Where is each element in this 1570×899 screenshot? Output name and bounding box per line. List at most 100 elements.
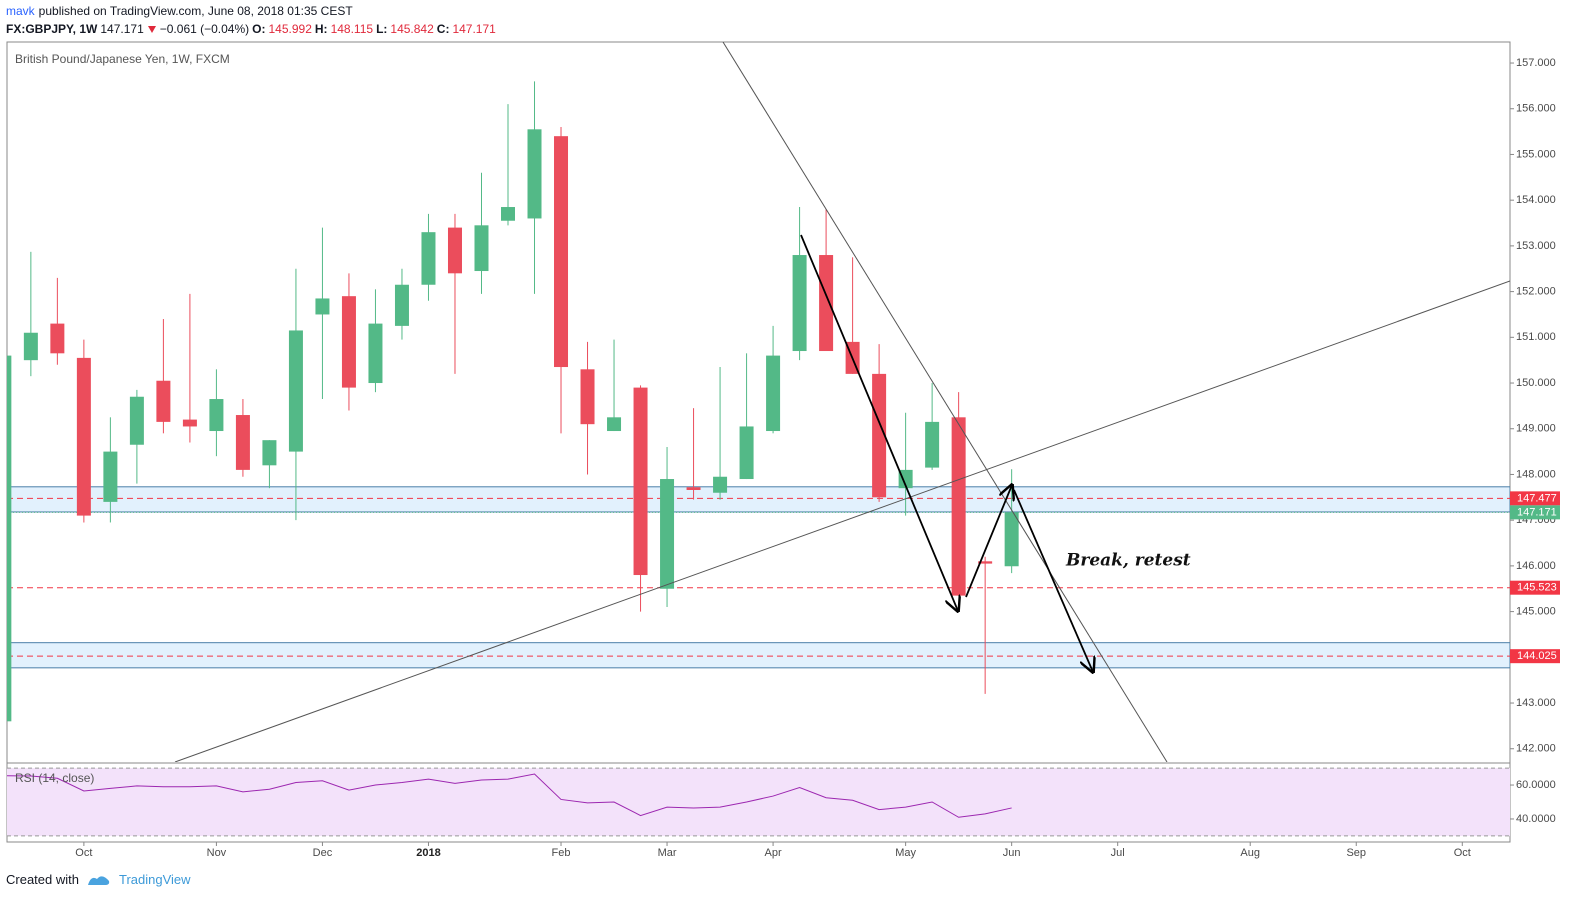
candle-body xyxy=(76,357,91,516)
down-icon xyxy=(147,26,156,33)
candle-body xyxy=(792,255,807,352)
candle-body xyxy=(421,232,436,285)
y-tick-label: 153.000 xyxy=(1516,240,1556,252)
y-tick-label: 157.000 xyxy=(1516,57,1556,69)
y-tick-label: 143.000 xyxy=(1516,697,1556,709)
x-tick-label: Mar xyxy=(658,847,677,859)
candle-body xyxy=(182,419,197,427)
arrow xyxy=(1013,489,1093,672)
candle-body xyxy=(288,330,303,452)
candle-body xyxy=(103,451,118,502)
y-tick-label: 156.000 xyxy=(1516,103,1556,115)
c: 147.171 xyxy=(452,22,496,36)
candle-body xyxy=(235,415,250,470)
candle-body xyxy=(660,479,675,589)
annotation: Break, retest xyxy=(1065,551,1191,571)
candle-body xyxy=(368,323,383,384)
rsi-line xyxy=(7,773,1012,818)
y-tick-label: 151.000 xyxy=(1516,331,1556,343)
trend-line xyxy=(174,280,1510,762)
o-label: O: xyxy=(252,22,266,36)
footer: Created with TradingView xyxy=(6,872,191,887)
x-tick-label: Feb xyxy=(552,847,571,859)
candle-body xyxy=(819,255,834,352)
candle-body xyxy=(925,421,940,468)
price-label-bg xyxy=(1510,491,1560,506)
candle-body xyxy=(766,355,781,432)
candle-body xyxy=(23,332,38,361)
candle-body xyxy=(713,476,728,493)
y-tick-label: 152.000 xyxy=(1516,286,1556,298)
last-price-label: 147.171 xyxy=(1517,506,1557,518)
candle-body xyxy=(129,396,144,445)
candle-body xyxy=(1004,512,1019,567)
price-label: 147.477 xyxy=(1517,492,1557,504)
l-label: L: xyxy=(376,22,388,36)
last-price-bg xyxy=(1510,505,1560,520)
header-line-1: mavk published on TradingView.com, June … xyxy=(6,4,353,18)
rsi-label: RSI (14, close) xyxy=(15,771,94,785)
symbol: FX:GBPJPY, 1W xyxy=(6,22,98,36)
chart-title: British Pound/Japanese Yen, 1W, FXCM xyxy=(15,52,230,66)
candle-body xyxy=(501,207,515,221)
created: Created with xyxy=(6,872,79,887)
candle-body xyxy=(394,284,409,326)
author[interactable]: mavk xyxy=(6,4,35,18)
candle-body xyxy=(554,136,569,368)
brand[interactable]: TradingView xyxy=(118,872,191,887)
x-tick-label: Apr xyxy=(765,847,782,859)
arrow xyxy=(800,234,958,611)
header-line-2: FX:GBPJPY, 1W 147.171 −0.061 (−0.04%) O:… xyxy=(6,22,496,36)
price-label: 145.523 xyxy=(1517,582,1557,594)
x-tick-label: Dec xyxy=(313,847,333,859)
zone xyxy=(7,486,1510,513)
candle-body xyxy=(898,469,913,489)
x-tick-label: Aug xyxy=(1240,847,1260,859)
candle-body xyxy=(315,298,330,315)
x-tick-label: Nov xyxy=(207,847,227,859)
x-tick-label: Sep xyxy=(1346,847,1366,859)
zone xyxy=(7,642,1510,669)
frame xyxy=(6,41,1511,843)
change: −0.061 (−0.04%) xyxy=(159,22,250,36)
candle-body xyxy=(580,369,595,425)
y-tick-label: 154.000 xyxy=(1516,194,1556,206)
h-label: H: xyxy=(314,22,328,36)
last: 147.171 xyxy=(100,22,144,36)
y-tick-label: 60.0000 xyxy=(1516,779,1556,791)
price-label: 144.025 xyxy=(1517,650,1557,662)
logo xyxy=(87,875,110,885)
price-label-bg xyxy=(1510,580,1560,595)
candle-body xyxy=(262,440,277,466)
candle-body xyxy=(447,227,462,274)
drawings xyxy=(174,42,1510,762)
chart: British Pound/Japanese Yen, 1W, FXCM RSI… xyxy=(6,41,1560,859)
trend-line xyxy=(722,42,1168,762)
candle-body xyxy=(341,296,356,388)
candle-body xyxy=(978,561,993,564)
x-tick-label: Jun xyxy=(1003,847,1021,859)
x-tick-label: May xyxy=(895,847,916,859)
candle-body xyxy=(50,323,65,354)
candle-body xyxy=(209,399,224,432)
x-tick-label: 2018 xyxy=(416,847,440,859)
candle-body xyxy=(7,355,12,722)
y-tick-label: 142.000 xyxy=(1516,743,1556,755)
candle-body xyxy=(527,129,542,219)
candle-body xyxy=(951,417,966,596)
published: published on TradingView.com, June 08, 2… xyxy=(38,4,353,18)
x-tick-label: Jul xyxy=(1111,847,1125,859)
rsi-band xyxy=(7,768,1510,836)
h: 148.115 xyxy=(330,22,374,36)
y-tick-label: 150.000 xyxy=(1516,377,1556,389)
y-tick-label: 155.000 xyxy=(1516,148,1556,160)
x-tick-label: Oct xyxy=(1454,847,1471,859)
candle-body xyxy=(633,387,648,576)
candle-body xyxy=(872,373,887,498)
y-tick-label: 145.000 xyxy=(1516,606,1556,618)
o: 145.992 xyxy=(268,22,312,36)
arrow xyxy=(965,485,1012,598)
y-tick-label: 40.0000 xyxy=(1516,813,1556,825)
candle-body xyxy=(739,426,754,480)
